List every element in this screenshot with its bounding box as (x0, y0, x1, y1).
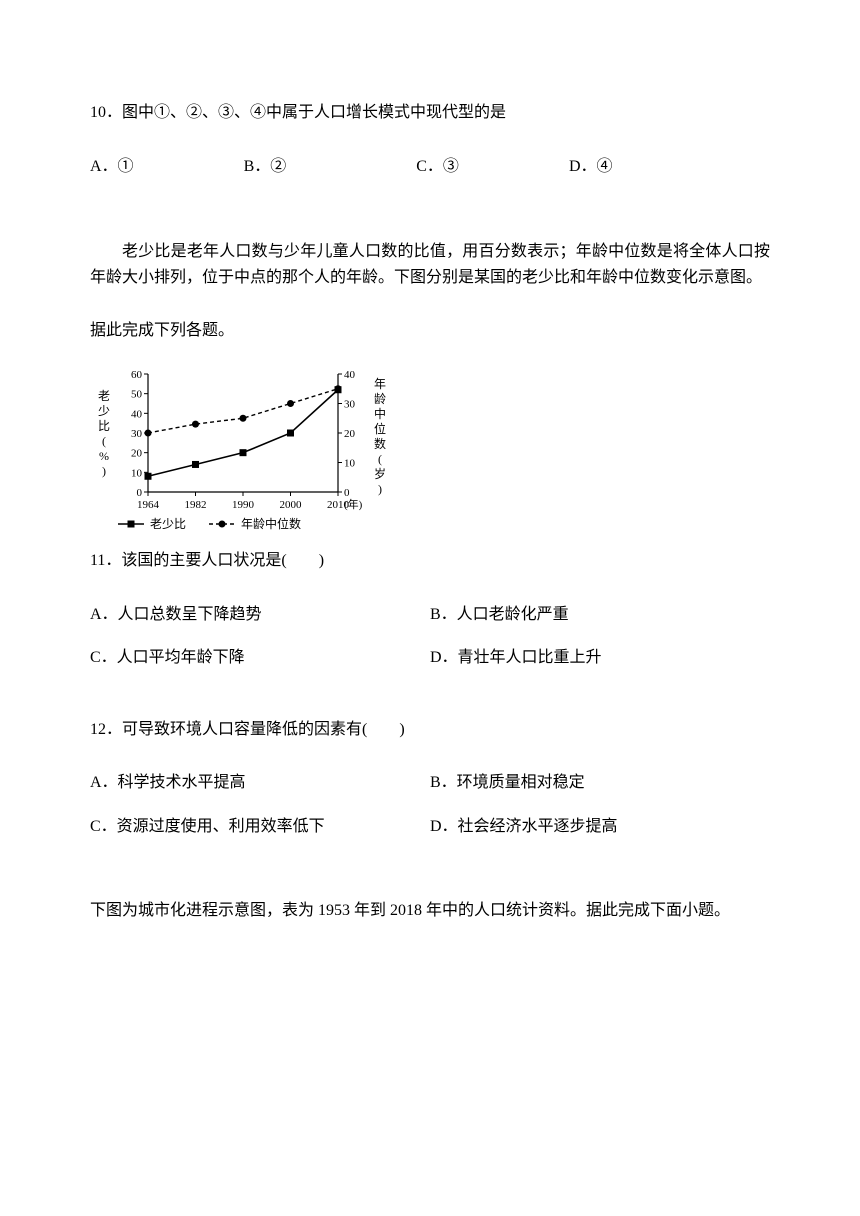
svg-text:30: 30 (344, 398, 356, 410)
dual-axis-chart: 0102030405060010203040196419821990200020… (90, 364, 400, 534)
q12-option-b: B．环境质量相对稳定 (430, 770, 770, 796)
svg-text:0: 0 (344, 487, 350, 499)
question-text: 图中①、②、③、④中属于人口增长模式中现代型的是 (122, 104, 506, 121)
q10-option-a: A．① (90, 154, 134, 180)
svg-text:1982: 1982 (185, 499, 207, 511)
svg-text:老少比: 老少比 (150, 517, 186, 531)
svg-text:20: 20 (131, 448, 143, 460)
svg-text:): ) (102, 464, 106, 478)
svg-text:年龄中位数: 年龄中位数 (241, 516, 301, 531)
q10-option-d: D．④ (569, 154, 613, 180)
q11-option-b: B．人口老龄化严重 (430, 602, 770, 628)
q10-option-c: C．③ (416, 154, 459, 180)
svg-text:比: 比 (98, 419, 110, 433)
svg-text:60: 60 (131, 369, 143, 381)
svg-text:岁: 岁 (374, 466, 386, 481)
svg-text:年: 年 (374, 377, 386, 391)
svg-text:龄: 龄 (374, 392, 386, 406)
svg-text:(: ( (102, 434, 106, 448)
question-number: 12． (90, 721, 122, 738)
svg-text:): ) (378, 482, 382, 496)
q12-option-d: D．社会经济水平逐步提高 (430, 814, 770, 840)
question-10: 10．图中①、②、③、④中属于人口增长模式中现代型的是 (90, 100, 770, 126)
svg-text:%: % (99, 449, 109, 463)
q10-option-b: B．② (244, 154, 287, 180)
svg-text:1964: 1964 (137, 499, 160, 511)
svg-text:(: ( (378, 452, 382, 466)
svg-text:20: 20 (344, 428, 356, 440)
question-11: 11．该国的主要人口状况是( ) A．人口总数呈下降趋势 B．人口老龄化严重 C… (90, 548, 770, 689)
question-text: 可导致环境人口容量降低的因素有( ) (122, 721, 405, 738)
question-number: 10． (90, 104, 122, 121)
q11-option-c: C．人口平均年龄下降 (90, 645, 430, 671)
svg-text:10: 10 (131, 467, 143, 479)
svg-text:2000: 2000 (280, 499, 303, 511)
svg-text:0: 0 (137, 487, 143, 499)
sub-prompt: 据此完成下列各题。 (90, 318, 770, 344)
intro-passage: 老少比是老年人口数与少年儿童人口数的比值，用百分数表示；年龄中位数是将全体人口按… (90, 239, 770, 290)
q12-option-c: C．资源过度使用、利用效率低下 (90, 814, 430, 840)
svg-text:数: 数 (374, 436, 386, 451)
question-12: 12．可导致环境人口容量降低的因素有( ) A．科学技术水平提高 B．环境质量相… (90, 717, 770, 858)
svg-text:40: 40 (131, 408, 143, 420)
q12-options: A．科学技术水平提高 B．环境质量相对稳定 C．资源过度使用、利用效率低下 D．… (90, 770, 770, 857)
question-text: 该国的主要人口状况是( ) (121, 552, 324, 569)
question-number: 11． (90, 552, 121, 569)
svg-text:1990: 1990 (232, 499, 255, 511)
q11-options: A．人口总数呈下降趋势 B．人口老龄化严重 C．人口平均年龄下降 D．青壮年人口… (90, 602, 770, 689)
svg-text:50: 50 (131, 389, 143, 401)
svg-text:位: 位 (374, 421, 386, 436)
svg-text:(年): (年) (344, 497, 363, 511)
q12-option-a: A．科学技术水平提高 (90, 770, 430, 796)
svg-text:中: 中 (374, 406, 386, 421)
svg-text:30: 30 (131, 428, 143, 440)
q11-option-d: D．青壮年人口比重上升 (430, 645, 770, 671)
svg-text:少: 少 (98, 404, 110, 418)
final-intro: 下图为城市化进程示意图，表为 1953 年到 2018 年中的人口统计资料。据此… (90, 898, 770, 924)
svg-text:10: 10 (344, 457, 356, 469)
q11-option-a: A．人口总数呈下降趋势 (90, 602, 430, 628)
svg-text:老: 老 (98, 389, 110, 403)
svg-text:40: 40 (344, 369, 356, 381)
q10-options: A．① B．② C．③ D．④ (90, 154, 770, 180)
